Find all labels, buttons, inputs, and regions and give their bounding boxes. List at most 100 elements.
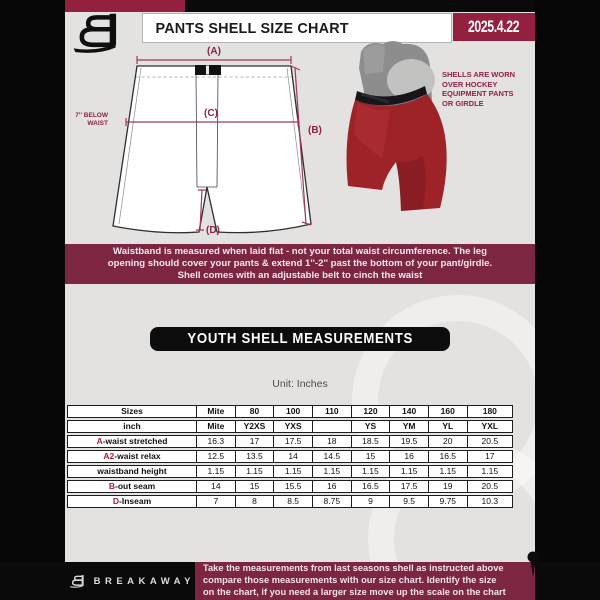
table-cell: YM (389, 421, 428, 432)
table-cell: 8.5 (273, 496, 312, 507)
table-cell: 9.5 (389, 496, 428, 507)
row-label: B-out seam (108, 481, 156, 491)
top-black-strip (185, 0, 535, 12)
table-cell: 15.5 (273, 481, 312, 492)
footer-brand: BREAKAWAY (70, 566, 195, 596)
table-cell: 18 (311, 436, 351, 447)
table-cell: 12.5 (196, 451, 235, 462)
table-cell: 15 (350, 451, 390, 462)
table-cell: 1.15 (389, 466, 428, 477)
left-edge-bar (0, 0, 65, 600)
date-badge: 2025.4.22 (453, 13, 535, 41)
table-cell: 17 (234, 436, 274, 447)
measure-letter: A2 (103, 451, 115, 461)
table-cell: 1.15 (234, 466, 274, 477)
waistband-notice-banner: Waistband is measured when laid flat - n… (65, 244, 535, 284)
table-cell: 20 (427, 436, 467, 447)
table-cell: 18.5 (350, 436, 390, 447)
measure-label-a: (A) (207, 46, 221, 57)
table-cell: YL (427, 421, 467, 432)
table-cell: YXS (273, 421, 312, 432)
table-cell (311, 421, 351, 432)
table-cell: 20.5 (466, 481, 512, 492)
table-cell: 1.15 (311, 466, 351, 477)
table-cell: 100 (273, 406, 312, 417)
table-cell: inch (123, 421, 141, 431)
measure-label-c: (C) (204, 108, 218, 119)
table-cell: 160 (427, 406, 467, 417)
below-waist-note: 7'' BELOW WAIST (75, 112, 108, 127)
breakaway-b-logo-icon (73, 13, 117, 53)
table-cell: 17 (466, 451, 512, 462)
table-cell: 7 (196, 496, 235, 507)
table-cell: 8.75 (311, 496, 351, 507)
table-cell: 1.15 (196, 466, 235, 477)
table-cell: Mite (196, 406, 235, 417)
table-cell: 16 (311, 481, 351, 492)
pants-measurement-diagram: (A) (B) (C) (D) (112, 46, 322, 236)
table-cell: Y2XS (234, 421, 274, 432)
table-cell: 14.5 (311, 451, 351, 462)
date-text: 2025.4.22 (468, 17, 520, 36)
table-row: D-Inseam 7 8 8.5 8.75 9 9.5 9.75 10.3 (67, 495, 513, 508)
table-cell: 1.15 (273, 466, 312, 477)
measure-label-b: (B) (308, 125, 322, 136)
table-cell: 1.15 (350, 466, 390, 477)
brand-name: BREAKAWAY (93, 575, 195, 587)
table-cell: 1.15 (466, 466, 512, 477)
table-cell: 80 (234, 406, 274, 417)
footer-instructions: Take the measurements from last seasons … (195, 562, 535, 600)
table-cell: 120 (350, 406, 390, 417)
table-cell: 13.5 (234, 451, 274, 462)
table-cell: 8 (234, 496, 274, 507)
page-title: PANTS SHELL SIZE CHART (142, 13, 452, 43)
table-cell: 17.5 (389, 481, 428, 492)
table-header-row: inch Mite Y2XS YXS YS YM YL YXL (67, 420, 513, 433)
table-cell: 17.5 (273, 436, 312, 447)
table-cell: 19.5 (389, 436, 428, 447)
table-cell: 16.3 (196, 436, 235, 447)
right-edge-bar (535, 0, 600, 600)
measure-letter: D (112, 496, 119, 506)
table-cell: 19 (427, 481, 467, 492)
table-cell: 14 (196, 481, 235, 492)
measure-letter: A (96, 436, 103, 446)
table-cell: 10.3 (466, 496, 512, 507)
table-cell: 20.5 (466, 436, 512, 447)
table-cell: 14 (273, 451, 312, 462)
table-row: B-out seam 14 15 15.5 16 16.5 17.5 19 20.5 (67, 480, 513, 493)
table-cell: 16 (389, 451, 428, 462)
table-cell: 140 (389, 406, 428, 417)
table-cell: YXL (466, 421, 512, 432)
top-accent-strip (65, 0, 185, 12)
breakaway-b-logo-icon (70, 575, 84, 588)
youth-unit-label: Unit: Inches (272, 378, 328, 390)
table-cell: 16.5 (427, 451, 467, 462)
pushpin-icon (527, 551, 539, 577)
table-cell: 1.15 (427, 466, 467, 477)
table-row: A-waist stretched 16.3 17 17.5 18 18.5 19.5 20 2… (67, 435, 513, 448)
table-cell: 110 (311, 406, 351, 417)
table-cell: YS (350, 421, 390, 432)
table-header-row: Sizes Mite 80 100 110 120 140 160 180 (67, 405, 513, 418)
youth-section-heading: YOUTH SHELL MEASUREMENTS (65, 327, 535, 351)
table-cell: Sizes (121, 406, 143, 416)
table-cell: Mite (196, 421, 235, 432)
youth-measurements-table: Sizes Mite 80 100 110 120 140 160 180 inch Mite Y2X… (67, 405, 513, 508)
table-cell: 180 (466, 406, 512, 417)
table-row: waistband height 1.15 1.15 1.15 1.15 1.15 1.15… (67, 465, 513, 478)
table-cell: 16.5 (350, 481, 390, 492)
row-label: D-Inseam (112, 496, 152, 506)
shell-pants-photo (346, 41, 447, 211)
table-row: A2-waist relax 12.5 13.5 14 14.5 15 16 16.5 17 (67, 450, 513, 463)
table-cell: 9 (350, 496, 390, 507)
row-label: A2-waist relax (103, 451, 161, 461)
measure-letter: B (108, 481, 115, 491)
page-title-text: PANTS SHELL SIZE CHART (155, 19, 349, 37)
photo-caption: SHELLS ARE WORN OVER HOCKEY EQUIPMENT PA… (442, 70, 516, 108)
table-cell: 9.75 (427, 496, 467, 507)
row-label: A-waist stretched (96, 436, 168, 446)
measure-label-d: (D) (206, 225, 220, 236)
table-cell: 15 (234, 481, 274, 492)
